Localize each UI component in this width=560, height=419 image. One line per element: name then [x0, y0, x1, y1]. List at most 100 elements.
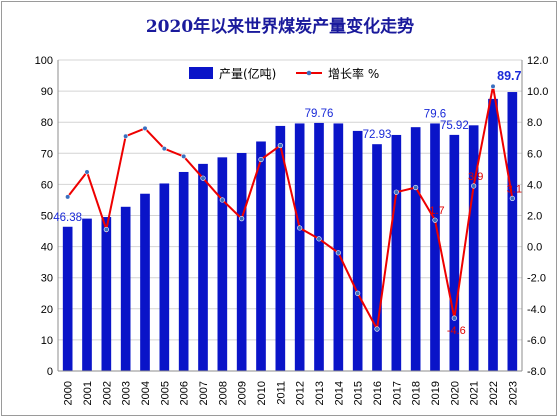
y-left-tick-label: 100: [35, 55, 53, 67]
x-tick-label: 2015: [353, 381, 365, 405]
bar: [507, 92, 518, 372]
bar: [314, 122, 324, 371]
y-right-tick-label: 0.0: [527, 242, 542, 254]
x-tick-label: 2001: [82, 381, 94, 405]
y-left-tick-label: 0: [47, 366, 53, 378]
bar: [275, 125, 286, 371]
x-tick-label: 2002: [101, 381, 113, 405]
line-point: [65, 194, 71, 200]
bar-data-label: 79.76: [305, 108, 334, 120]
x-tick-label: 2023: [507, 381, 519, 405]
legend-line-label: 增长率 %: [328, 66, 379, 81]
axes: 0 10 20 30 40 50 60 70 80 90 100 -8.0 -6.0 -4.0 -2.0 0.…: [35, 55, 549, 405]
x-tick-label: 2011: [275, 381, 287, 405]
legend-bar-label: 产量(亿吨): [219, 66, 276, 81]
y-right-tick-label: 4.0: [527, 179, 542, 191]
x-tick-label: 2022: [488, 381, 500, 405]
bar: [178, 171, 189, 371]
x-tick-label: 2019: [430, 381, 442, 405]
bar-data-label: 46.38: [53, 212, 82, 224]
y-right-tick-label: 8.0: [527, 117, 542, 129]
x-tick-label: 2014: [333, 381, 345, 405]
data-labels: 46.38 79.76 72.93 79.675.92 89.7 1.7 -4.6 3.9 3.…: [53, 69, 522, 337]
x-tick-label: 2021: [469, 381, 481, 405]
line-point: [509, 195, 515, 201]
x-tick-label: 2012: [295, 381, 307, 405]
y-right-tick-label: -6.0: [527, 335, 546, 347]
x-tick-label: 2018: [411, 381, 423, 405]
bar: [62, 226, 73, 371]
bar-data-label: 75.92: [440, 120, 469, 132]
line-point: [335, 250, 341, 256]
y-right-tick-label: 6.0: [527, 148, 542, 160]
line-data-label: 1.7: [429, 205, 444, 217]
x-tick-label: 2017: [391, 381, 403, 405]
line-point: [490, 83, 496, 90]
bar: [236, 152, 247, 371]
line-point: [123, 133, 129, 139]
bar-data-label: 72.93: [363, 129, 392, 141]
x-tick-label: 2008: [217, 381, 229, 405]
y-right-tick-label: 12.0: [527, 55, 548, 67]
bar: [352, 130, 363, 371]
line-point: [84, 169, 90, 175]
legend-bar-swatch: [189, 67, 213, 79]
bar: [140, 193, 150, 371]
legend-line-marker: [306, 70, 312, 76]
line-point: [432, 217, 438, 223]
line-point: [200, 175, 206, 181]
bar: [256, 141, 266, 371]
y-left-tick-label: 50: [41, 211, 53, 223]
y-left-tick-label: 30: [41, 273, 53, 285]
line-point: [355, 290, 361, 296]
x-tick-label: 2006: [179, 381, 191, 405]
y-right-tick-label: -4.0: [527, 304, 546, 316]
bar: [101, 217, 112, 371]
line-data-label: 3.9: [468, 171, 483, 183]
y-left-tick-label: 60: [41, 179, 53, 191]
y-right-tick-label: -2.0: [527, 273, 546, 285]
bar: [410, 127, 421, 372]
bar-data-label: 89.7: [497, 69, 521, 83]
bar: [159, 183, 170, 371]
line-point: [181, 153, 187, 160]
line-point: [374, 326, 380, 332]
line-data-label: -4.6: [447, 325, 466, 337]
y-left-tick-label: 10: [41, 335, 53, 347]
bar-series: [62, 92, 518, 372]
x-tick-label: 2010: [256, 381, 268, 405]
line-point: [393, 189, 399, 195]
x-tick-label: 2013: [314, 381, 326, 405]
y-right-tick-label: 10.0: [527, 86, 548, 98]
x-tick-label: 2020: [449, 381, 461, 405]
x-tick-label: 2003: [121, 381, 133, 405]
y-left-tick-label: 20: [41, 304, 53, 316]
bar: [449, 134, 460, 371]
bar: [391, 134, 402, 371]
bar: [217, 157, 228, 371]
growth-line: [66, 86, 514, 333]
bar: [333, 123, 344, 371]
x-tick-label: 2004: [140, 381, 152, 405]
bar: [198, 163, 208, 371]
line-point: [471, 183, 477, 189]
y-left-tick-label: 70: [41, 148, 53, 160]
line-point: [451, 315, 457, 321]
line-point: [219, 197, 225, 203]
line-point: [316, 236, 322, 242]
chart-title: 2020年以来世界煤炭产量变化走势: [145, 17, 415, 37]
line-point: [239, 216, 245, 222]
bar: [468, 125, 479, 371]
line-point: [161, 146, 167, 152]
line-series: [65, 83, 515, 333]
bar: [430, 123, 440, 371]
y-right-tick-label: 2.0: [527, 211, 542, 223]
y-right-tick-label: -8.0: [527, 366, 546, 378]
line-point: [103, 226, 109, 233]
x-tick-label: 2009: [237, 381, 249, 405]
line-point: [297, 225, 303, 231]
bar: [82, 218, 92, 371]
line-point: [258, 156, 264, 163]
x-tick-label: 2000: [63, 381, 75, 405]
